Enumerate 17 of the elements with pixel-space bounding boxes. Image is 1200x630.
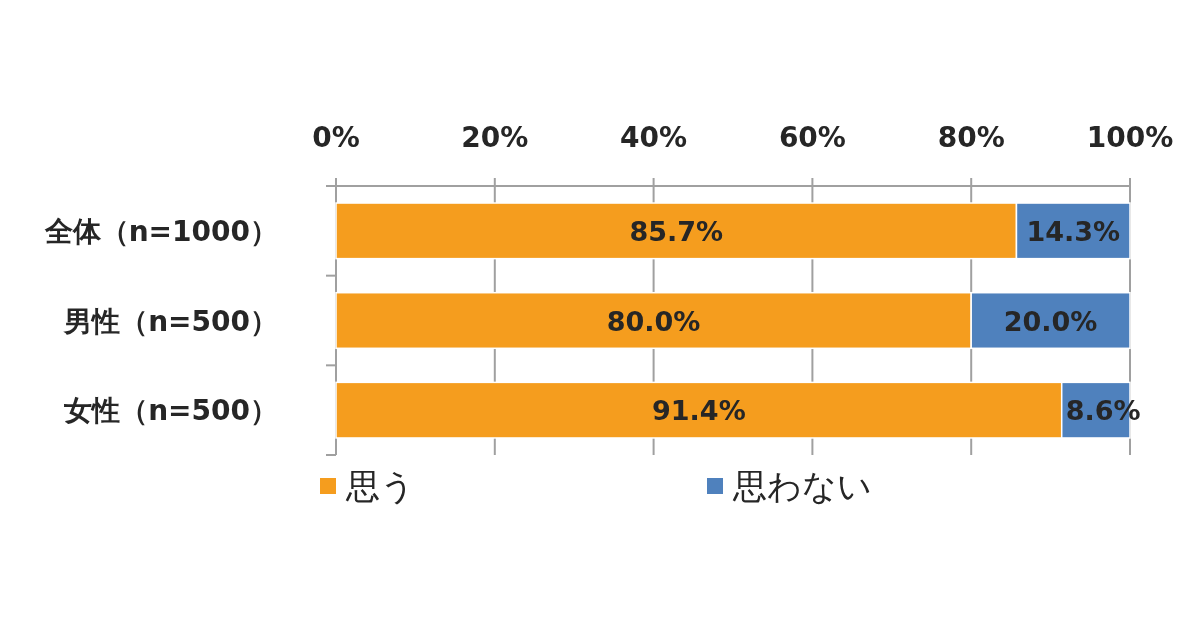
data-label: 20.0% <box>1003 305 1098 337</box>
x-tick-label: 80% <box>937 121 1005 154</box>
legend: 思う 思わない <box>320 466 872 506</box>
x-tick-label: 0% <box>312 121 360 154</box>
data-label: 80.0% <box>606 305 701 337</box>
series-label: 思う <box>345 466 415 506</box>
data-label: 91.4% <box>652 395 746 427</box>
x-tick-label: 40% <box>620 121 688 154</box>
y-tick-label: 男性（n=500） <box>63 304 278 338</box>
data-label: 85.7% <box>629 215 724 247</box>
x-tick-label: 20% <box>461 121 529 154</box>
y-tick-label: 全体（n=1000） <box>43 214 278 248</box>
x-tick-label: 60% <box>778 121 846 154</box>
legend-label: 思わない <box>732 466 872 506</box>
data-label: 14.3% <box>1026 215 1121 247</box>
x-tick-label: 100% <box>1086 121 1174 154</box>
y-tick-label: 女性（n=500） <box>63 394 278 428</box>
